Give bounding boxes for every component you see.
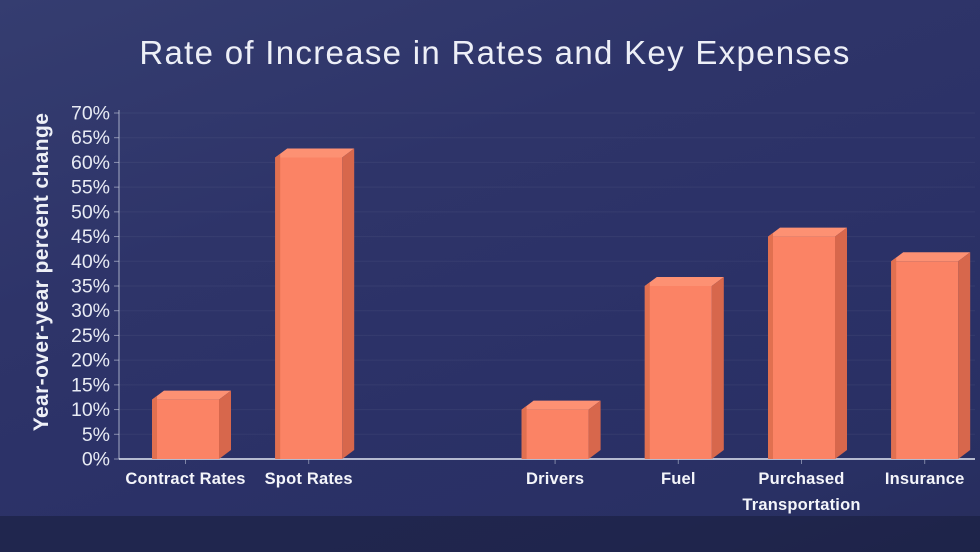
y-tick-label: 30%	[71, 300, 110, 322]
x-category-label: Fuel	[661, 470, 696, 488]
bar-front-face	[152, 399, 219, 459]
y-tick-label: 65%	[71, 127, 110, 149]
y-tick-label: 45%	[71, 226, 110, 248]
bar-front-face	[521, 409, 589, 459]
y-tick-label: 0%	[82, 449, 110, 471]
bar-top-face	[644, 276, 724, 286]
bar-drivers	[521, 400, 601, 459]
x-category-label: Spot Rates	[265, 470, 353, 488]
bar-side-face	[219, 390, 231, 459]
x-category-label: Drivers	[526, 470, 584, 488]
y-tick-label: 35%	[71, 275, 110, 297]
bar-purchased-transportation	[768, 227, 847, 459]
chart-title: Rate of Increase in Rates and Key Expens…	[139, 34, 851, 71]
bottom-shadow-band	[0, 516, 980, 552]
y-tick-label: 50%	[71, 201, 110, 223]
bar-side-face	[958, 252, 971, 459]
y-tick-label: 60%	[71, 152, 110, 174]
y-tick-label: 25%	[71, 325, 110, 347]
bar-top-face	[521, 400, 601, 410]
bar-left-bevel	[521, 405, 527, 459]
y-tick-label: 55%	[71, 177, 110, 199]
bar-left-bevel	[768, 232, 773, 459]
y-tick-label: 20%	[71, 350, 110, 372]
bar-side-face	[588, 400, 601, 459]
y-tick-label: 40%	[71, 251, 110, 273]
bar-side-face	[342, 148, 355, 460]
bar-front-face	[768, 236, 835, 459]
bar-spot-rates	[275, 148, 355, 460]
x-category-label: Contract Rates	[125, 470, 245, 488]
bar-front-face	[891, 261, 959, 459]
bar-front-face	[644, 285, 712, 459]
bar-insurance	[891, 252, 971, 459]
bar-left-bevel	[275, 153, 281, 460]
bar-contract-rates	[152, 390, 231, 459]
bar-side-face	[711, 276, 724, 459]
bar-side-face	[835, 227, 847, 459]
bar-fuel	[644, 276, 724, 459]
y-tick-label: 10%	[71, 399, 110, 421]
bar-left-bevel	[891, 257, 897, 459]
bar-top-face	[152, 390, 231, 400]
bar-top-face	[768, 227, 847, 237]
x-category-label: Transportation	[742, 496, 860, 514]
bar-left-bevel	[152, 395, 157, 459]
x-category-label: Purchased	[758, 470, 844, 488]
bar-left-bevel	[644, 282, 650, 459]
y-tick-label: 15%	[71, 374, 110, 396]
bar-front-face	[275, 157, 343, 460]
bar-top-face	[891, 252, 971, 262]
y-tick-label: 5%	[82, 424, 110, 446]
y-tick-label: 70%	[71, 102, 110, 124]
bar-top-face	[275, 148, 355, 158]
x-category-label: Insurance	[885, 470, 965, 488]
